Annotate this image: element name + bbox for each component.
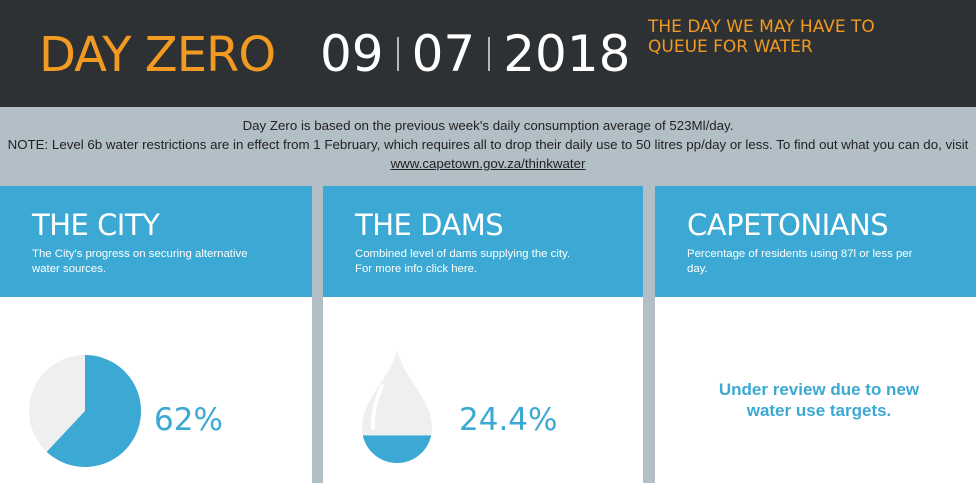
card-title: CAPETONIANS	[687, 208, 889, 242]
date-separator	[488, 37, 491, 71]
header-bar: DAY ZERO 09 07 2018 THE DAY WE MAY HAVE …	[0, 0, 976, 107]
card-title: THE DAMS	[355, 208, 504, 242]
notes-block: Day Zero is based on the previous week's…	[0, 116, 976, 173]
card-title: THE CITY	[32, 208, 160, 242]
page-title: DAY ZERO	[39, 27, 276, 83]
card-description: Combined level of dams supplying the cit…	[355, 248, 571, 275]
card-the-city[interactable]: THE CITY The City's progress on securing…	[0, 186, 312, 483]
restrictions-note-text: NOTE: Level 6b water restrictions are in…	[7, 137, 969, 152]
city-progress-value: 62%	[154, 402, 223, 438]
drop-highlight	[370, 384, 384, 430]
date-day: 09	[320, 25, 384, 83]
header-tagline: THE DAY WE MAY HAVE TO QUEUE FOR WATER	[648, 17, 875, 57]
review-status-text: Under review due to new water use target…	[718, 380, 920, 420]
card-header: THE CITY The City's progress on securing…	[0, 186, 312, 297]
drop-water-level	[362, 435, 432, 463]
progress-pie-chart	[29, 355, 141, 467]
water-drop-icon	[362, 350, 432, 463]
restrictions-note: NOTE: Level 6b water restrictions are in…	[0, 135, 976, 173]
dam-level-value: 24.4%	[459, 402, 558, 438]
card-the-dams[interactable]: THE DAMS Combined level of dams supplyin…	[323, 186, 643, 483]
drop-empty-area	[362, 350, 432, 463]
card-description: The City's progress on securing alternat…	[32, 248, 248, 275]
date-separator	[396, 37, 399, 71]
date-month: 07	[411, 25, 476, 83]
card-header: THE DAMS Combined level of dams supplyin…	[323, 186, 643, 297]
consumption-note: Day Zero is based on the previous week's…	[242, 118, 734, 133]
pie-progress-slice	[46, 355, 141, 467]
thinkwater-link[interactable]: www.capetown.gov.za/thinkwater	[390, 156, 586, 171]
card-capetonians[interactable]: CAPETONIANS Percentage of residents usin…	[655, 186, 976, 483]
card-header: CAPETONIANS Percentage of residents usin…	[655, 186, 976, 297]
date-year: 2018	[503, 25, 631, 83]
card-description: Percentage of residents using 87l or les…	[687, 248, 913, 275]
day-zero-date: 09 07 2018	[320, 24, 631, 84]
